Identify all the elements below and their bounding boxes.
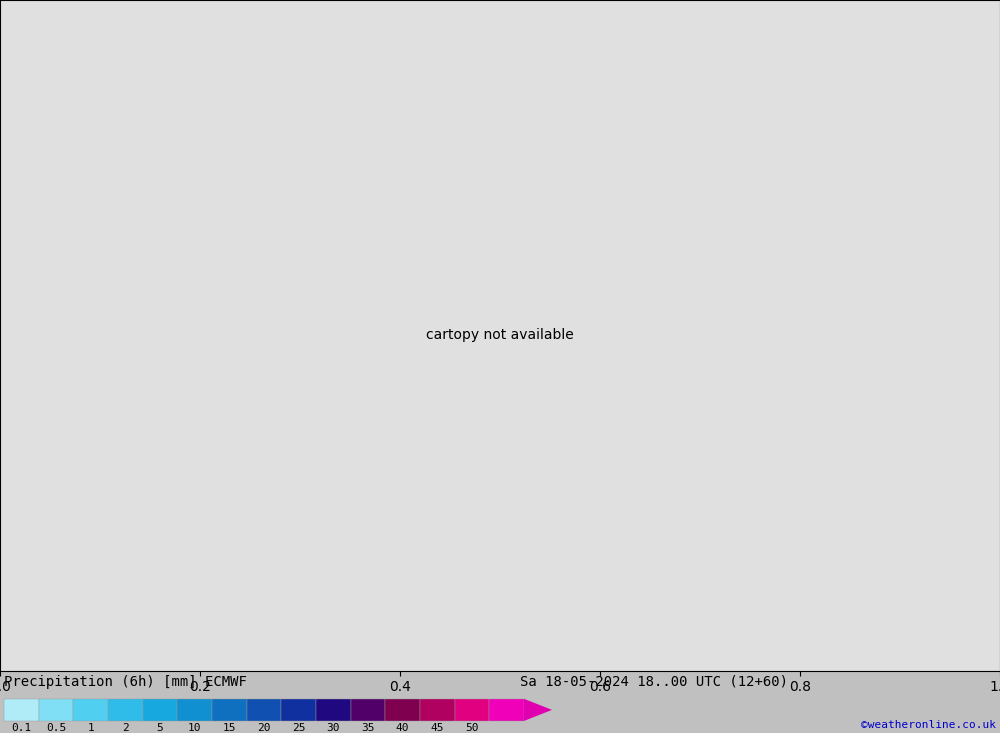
Text: Sa 18-05-2024 18..00 UTC (12+60): Sa 18-05-2024 18..00 UTC (12+60) (520, 674, 788, 689)
Text: 25: 25 (292, 723, 305, 733)
Text: 45: 45 (431, 723, 444, 733)
Bar (212, 699, 247, 721)
Bar (39, 699, 73, 721)
Bar (4, 699, 39, 721)
Text: 20: 20 (257, 723, 271, 733)
Bar (385, 699, 420, 721)
Text: 0.5: 0.5 (46, 723, 66, 733)
Text: cartopy not available: cartopy not available (426, 328, 574, 342)
Bar (420, 699, 455, 721)
Text: 35: 35 (361, 723, 375, 733)
Text: 30: 30 (327, 723, 340, 733)
Bar (351, 699, 385, 721)
Text: 50: 50 (465, 723, 479, 733)
Text: 1: 1 (87, 723, 94, 733)
Text: 5: 5 (157, 723, 163, 733)
Bar (316, 699, 351, 721)
Text: 40: 40 (396, 723, 409, 733)
Bar (247, 699, 281, 721)
Text: Precipitation (6h) [mm] ECMWF: Precipitation (6h) [mm] ECMWF (4, 674, 247, 689)
Bar (143, 699, 177, 721)
Text: 10: 10 (188, 723, 201, 733)
Polygon shape (524, 699, 552, 721)
Text: 15: 15 (223, 723, 236, 733)
Text: 0.1: 0.1 (11, 723, 31, 733)
Bar (108, 699, 143, 721)
Bar (281, 699, 316, 721)
Text: 2: 2 (122, 723, 129, 733)
Text: ©weatheronline.co.uk: ©weatheronline.co.uk (861, 720, 996, 730)
Bar (73, 699, 108, 721)
Bar (489, 699, 524, 721)
Bar (177, 699, 212, 721)
Bar (455, 699, 489, 721)
